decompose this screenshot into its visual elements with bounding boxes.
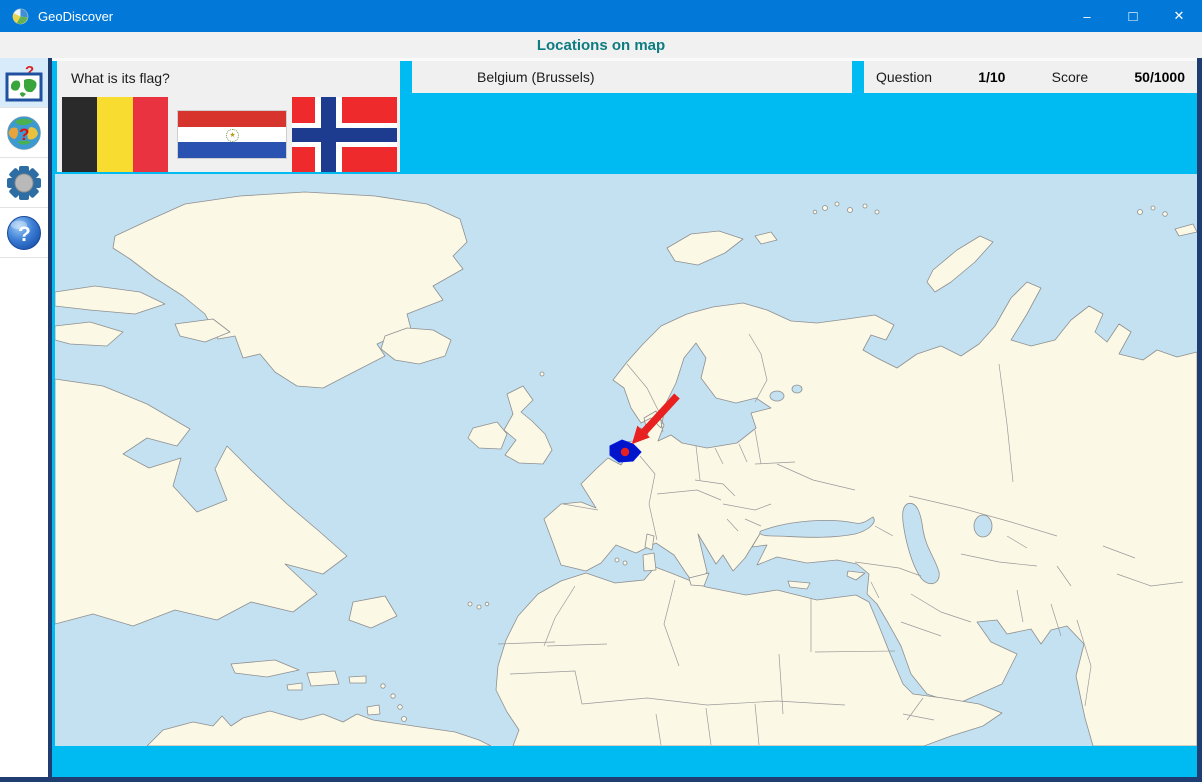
sidebar-splitter xyxy=(48,58,52,782)
sidebar-item-settings[interactable] xyxy=(0,158,48,208)
gear-icon xyxy=(7,165,41,200)
window-right-border xyxy=(1197,58,1202,782)
paraguay-emblem: ★ xyxy=(226,128,239,142)
help-icon: ? xyxy=(7,215,41,250)
world-map[interactable] xyxy=(54,174,1198,747)
landmasses xyxy=(54,191,1198,747)
app-title: GeoDiscover xyxy=(38,8,114,24)
prompt-panel: Belgium (Brussels) xyxy=(412,61,852,93)
app-logo-globe-icon xyxy=(12,8,29,24)
sidebar-item-map-quiz[interactable]: ? xyxy=(0,58,48,108)
svg-text:?: ? xyxy=(18,223,31,246)
sidebar-item-globe-quiz[interactable]: ? xyxy=(0,108,48,158)
globe-quiz-icon: ? xyxy=(7,115,41,150)
window-controls: – □ ✕ xyxy=(1064,0,1202,32)
norway-flag[interactable] xyxy=(292,97,397,172)
score-label: Score xyxy=(1051,69,1089,85)
window-bottom-border xyxy=(0,777,1202,782)
map-quiz-icon: ? xyxy=(5,63,43,101)
belgium-marker-dot xyxy=(620,447,630,457)
page-header: Locations on map xyxy=(0,32,1202,58)
paraguay-flag[interactable]: ★ xyxy=(177,110,287,159)
maximize-button[interactable]: □ xyxy=(1128,7,1138,25)
belgium-flag[interactable] xyxy=(62,97,168,172)
score-value: 50/1000 xyxy=(1134,69,1185,85)
close-button[interactable]: ✕ xyxy=(1173,8,1185,23)
sidebar: ? ? xyxy=(0,58,48,777)
status-panel: Question 1/10 Score 50/1000 xyxy=(864,61,1197,93)
question-counter-value: 1/10 xyxy=(978,69,1006,85)
prompt-text: Belgium (Brussels) xyxy=(477,69,595,85)
question-panel: What is its flag? ★ xyxy=(57,61,400,172)
sidebar-item-help[interactable]: ? xyxy=(0,208,48,258)
inland-seas xyxy=(759,384,993,585)
question-counter-label: Question xyxy=(876,69,933,85)
country-borders xyxy=(497,333,1184,746)
svg-text:?: ? xyxy=(25,63,34,80)
content-top-line xyxy=(52,58,1197,61)
page-title: Locations on map xyxy=(536,36,666,54)
titlebar: GeoDiscover – □ ✕ xyxy=(0,0,1202,32)
minimize-button[interactable]: – xyxy=(1083,8,1091,24)
svg-text:?: ? xyxy=(19,125,29,144)
question-text: What is its flag? xyxy=(71,70,170,86)
target-arrow-icon xyxy=(632,393,680,444)
